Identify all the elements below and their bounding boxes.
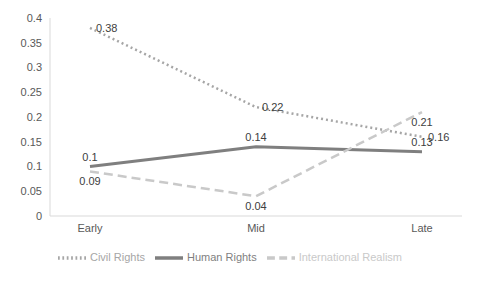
svg-text:0.14: 0.14 bbox=[245, 131, 266, 143]
svg-text:0.22: 0.22 bbox=[262, 101, 283, 113]
svg-text:0.21: 0.21 bbox=[411, 116, 432, 128]
svg-text:0.1: 0.1 bbox=[82, 151, 97, 163]
svg-text:Mid: Mid bbox=[247, 222, 265, 234]
svg-text:Late: Late bbox=[411, 222, 432, 234]
svg-text:0: 0 bbox=[36, 210, 42, 222]
svg-text:0.3: 0.3 bbox=[27, 61, 42, 73]
html-text:International Realism: International Realism bbox=[298, 250, 402, 263]
svg-text:0.04: 0.04 bbox=[245, 200, 266, 212]
svg-text:Early: Early bbox=[77, 222, 103, 234]
svg-text:0.05: 0.05 bbox=[21, 185, 42, 197]
svg-text:0.09: 0.09 bbox=[79, 175, 100, 187]
html-text:Human Rights: Human Rights bbox=[187, 250, 257, 263]
svg-text:0.13: 0.13 bbox=[411, 135, 433, 148]
svg-text:0.35: 0.35 bbox=[21, 37, 42, 49]
svg-text:0.1: 0.1 bbox=[27, 160, 42, 172]
svg-text:0.15: 0.15 bbox=[21, 136, 42, 148]
svg-text:0.4: 0.4 bbox=[27, 12, 42, 24]
svg-text:0.38: 0.38 bbox=[96, 22, 117, 34]
svg-text:0.2: 0.2 bbox=[27, 111, 42, 123]
html-text:Civil Rights: Civil Rights bbox=[90, 250, 145, 263]
svg-text:0.25: 0.25 bbox=[21, 86, 42, 98]
svg-text:0.16: 0.16 bbox=[428, 131, 449, 143]
